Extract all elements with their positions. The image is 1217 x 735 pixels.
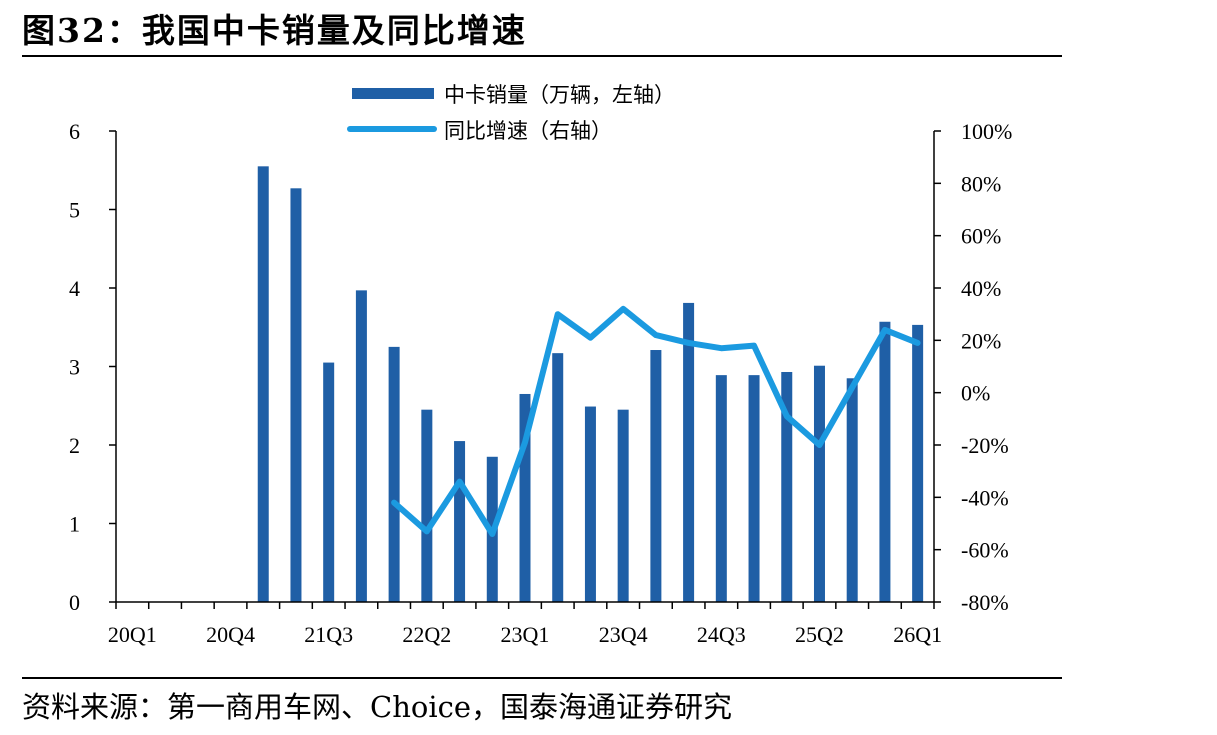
x-tick-label: 23Q1 [501, 622, 550, 647]
bar-22Q1 [388, 346, 400, 602]
bar-22Q3 [454, 441, 466, 602]
legend: 中卡销量（万辆，左轴） 同比增速（右轴） [347, 83, 675, 143]
right-tick-label: -20% [961, 433, 1009, 458]
bar-24Q2 [683, 302, 695, 602]
bar-23Q2 [552, 353, 564, 602]
right-tick-label: 60% [961, 224, 1001, 249]
bar-24Q1 [650, 350, 662, 602]
legend-bar-label: 中卡销量（万辆，左轴） [444, 83, 675, 107]
right-tick-label: -80% [961, 590, 1009, 615]
right-tick-label: 20% [961, 328, 1001, 353]
source-rule [22, 677, 1062, 679]
right-tick-label: 100% [961, 119, 1012, 144]
bar-23Q3 [584, 406, 596, 602]
title-rule [22, 55, 1062, 57]
bar-21Q2 [290, 188, 302, 602]
x-tick-label: 22Q2 [402, 622, 451, 647]
bar-21Q3 [323, 362, 335, 602]
bar-26Q1 [912, 324, 924, 602]
left-tick-label: 1 [69, 512, 80, 537]
left-tick-label: 4 [69, 276, 80, 301]
bar-series [257, 166, 924, 602]
left-tick-label: 6 [69, 119, 80, 144]
x-tick-label: 20Q1 [108, 622, 157, 647]
x-tick-label: 24Q3 [697, 622, 746, 647]
x-tick-label: 26Q1 [893, 622, 942, 647]
bar-23Q1 [519, 393, 531, 602]
bar-21Q1 [257, 166, 269, 602]
bar-24Q4 [748, 375, 760, 602]
legend-bar-swatch [352, 88, 434, 99]
bar-25Q3 [846, 378, 858, 602]
bar-25Q1 [781, 371, 793, 602]
axes: 0 1 2 3 4 5 6 100% 80% 60% 40% 20% 0% -20% -40% -60% -80… [69, 119, 1012, 647]
x-tick-label: 25Q2 [795, 622, 844, 647]
right-tick-label: 40% [961, 276, 1001, 301]
legend-line-label: 同比增速（右轴） [444, 119, 612, 143]
right-tick-label: -40% [961, 485, 1009, 510]
right-tick-label: 80% [961, 171, 1001, 196]
x-tick-label: 20Q4 [206, 622, 255, 647]
source-note: 资料来源：第一商用车网、Choice，国泰海通证券研究 [22, 690, 733, 724]
left-tick-label: 0 [69, 590, 80, 615]
bar-23Q4 [617, 409, 629, 602]
x-tick-label: 23Q4 [599, 622, 648, 647]
bar-25Q4 [879, 321, 891, 602]
figure-title: 图32：我国中卡销量及同比增速 [22, 11, 527, 50]
bar-25Q2 [813, 365, 825, 602]
bar-21Q4 [355, 290, 367, 602]
left-tick-label: 2 [69, 433, 80, 458]
right-tick-label: -60% [961, 538, 1009, 563]
right-tick-label: 0% [961, 381, 990, 406]
yoy-line-series [391, 305, 921, 537]
x-tick-label: 21Q3 [304, 622, 353, 647]
left-tick-label: 5 [69, 198, 80, 223]
bar-22Q2 [421, 409, 433, 602]
bar-24Q3 [715, 375, 727, 602]
left-tick-label: 3 [69, 355, 80, 380]
